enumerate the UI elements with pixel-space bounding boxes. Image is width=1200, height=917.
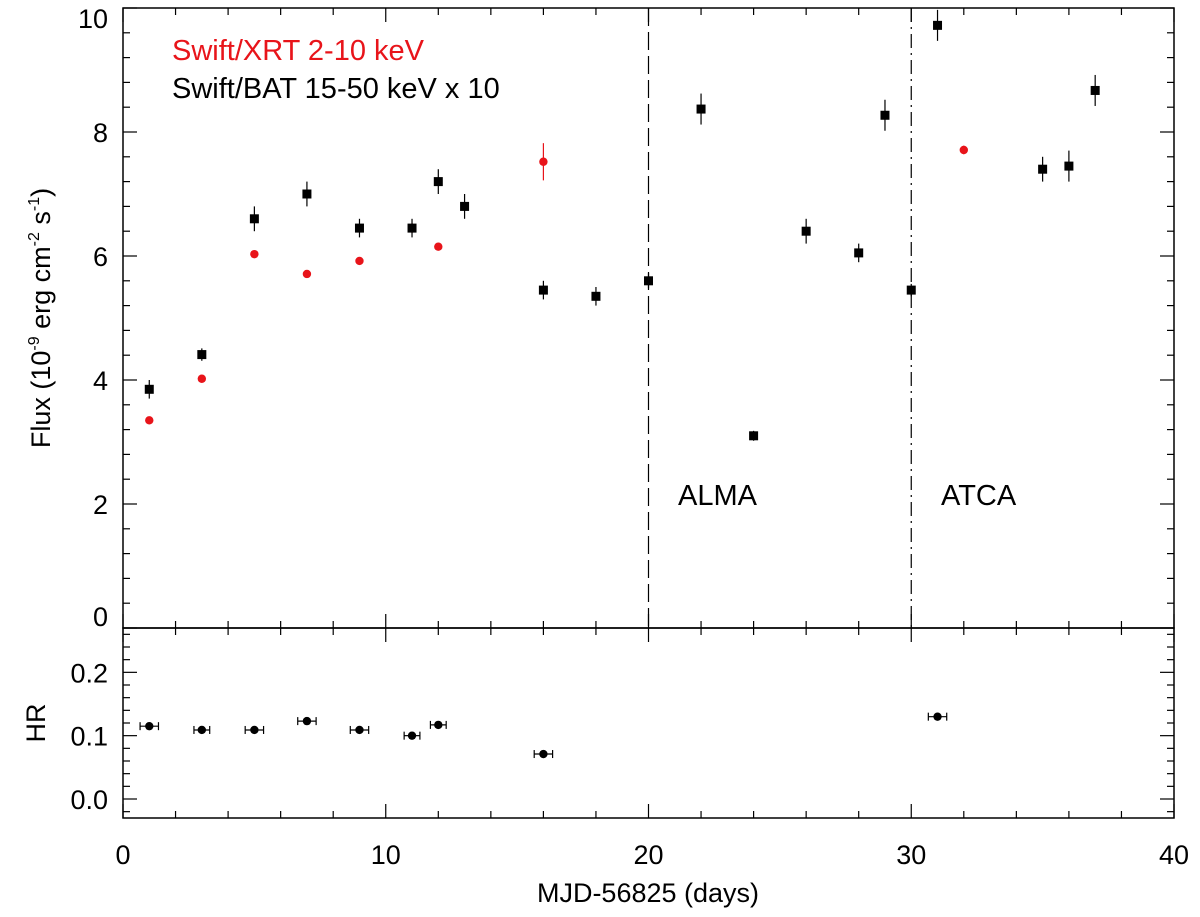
- bat-flux-point: [433, 177, 443, 187]
- xrt-flux-point: [145, 416, 154, 425]
- flux-y-tick-label: 6: [93, 242, 108, 272]
- bat-flux-point: [407, 223, 417, 233]
- bat-flux-point: [906, 285, 916, 295]
- bat-flux-point: [801, 226, 811, 236]
- atca-label: ATCA: [941, 480, 1017, 512]
- bat-flux-point: [933, 20, 943, 30]
- bat-flux-point: [1038, 164, 1048, 174]
- xrt-flux-point: [355, 256, 364, 266]
- axis-ticks: [122, 7, 1175, 818]
- bat-flux-point: [591, 291, 601, 301]
- hr-point: [355, 725, 364, 735]
- xrt-flux-point: [434, 242, 443, 251]
- flux-y-tick-label: 8: [93, 118, 108, 148]
- xrt-flux-point: [539, 157, 548, 166]
- hr-y-tick-label: 0.0: [70, 785, 108, 815]
- x-tick-label: 10: [371, 840, 401, 870]
- bat-flux-point: [1090, 85, 1100, 95]
- xrt-flux-point: [197, 374, 207, 383]
- bat-flux-point: [749, 431, 759, 441]
- hr-y-axis-title: HR: [21, 704, 51, 743]
- bat-flux-point: [854, 248, 864, 258]
- hr-point: [434, 720, 443, 730]
- flux-y-tick-label: 10: [78, 4, 108, 34]
- hr-point: [250, 725, 259, 735]
- bat-flux-point: [1064, 161, 1074, 171]
- hr-point: [302, 716, 312, 726]
- xrt-flux-point: [959, 145, 968, 155]
- bat-flux-point: [197, 350, 207, 360]
- alma-label: ALMA: [678, 480, 758, 512]
- bat-flux-point: [249, 214, 259, 224]
- bat-flux-point: [880, 110, 890, 120]
- hr-point: [197, 725, 207, 735]
- bat-flux-point: [460, 201, 470, 211]
- flux-y-axis-title: Flux (10-9 erg cm-2 s-1): [26, 188, 56, 448]
- bat-flux-point: [302, 189, 312, 199]
- bat-flux-point: [144, 384, 154, 394]
- hr-point: [933, 712, 942, 721]
- x-axis-title: MJD-56825 (days): [537, 878, 759, 908]
- flux-y-tick-label: 0: [93, 602, 108, 632]
- xrt-flux-point: [302, 269, 312, 279]
- bat-flux-point: [644, 276, 653, 286]
- bat-flux-point: [696, 104, 706, 114]
- legend-entry-xrt: Swift/XRT 2-10 keV: [172, 35, 425, 67]
- hr-point: [407, 731, 417, 740]
- flux-y-tick-label: 2: [93, 490, 108, 520]
- x-tick-label: 0: [115, 840, 130, 870]
- x-tick-label: 40: [1159, 840, 1189, 870]
- x-tick-label: 30: [896, 840, 926, 870]
- hr-y-tick-label: 0.1: [70, 722, 108, 752]
- reference-lines: [647, 8, 912, 628]
- flux-y-tick-label: 4: [93, 366, 108, 396]
- legend-entry-bat: Swift/BAT 15-50 keV x 10: [172, 73, 500, 105]
- data-marks: [139, 9, 1100, 759]
- hr-panel-frame: [122, 627, 1175, 819]
- bat-flux-point: [354, 223, 364, 233]
- tick-labels: 0 10 20 30 40 0 2 4 6 8 10 0.0 0.1 0.2: [70, 4, 1189, 870]
- bat-flux-point: [538, 285, 548, 295]
- hr-y-tick-label: 0.2: [70, 658, 108, 688]
- hr-point: [145, 721, 154, 731]
- x-tick-label: 20: [633, 840, 663, 870]
- xrt-flux-point: [250, 249, 259, 259]
- hr-point: [539, 749, 548, 759]
